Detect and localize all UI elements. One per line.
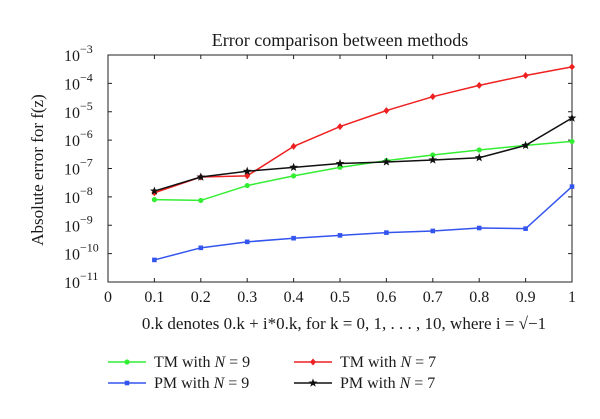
data-point — [428, 155, 438, 164]
data-point — [152, 257, 157, 263]
data-point — [523, 226, 528, 231]
y-tick-label: 10−10 — [64, 241, 99, 264]
data-point — [430, 228, 436, 234]
series-pm-with-n-9 — [152, 184, 575, 263]
data-point — [567, 113, 577, 122]
y-tick-label: 10−5 — [64, 99, 93, 122]
y-tick-label: 10−11 — [64, 269, 98, 292]
data-point — [291, 173, 297, 179]
series-line — [154, 66, 573, 194]
series-pm-with-n-7 — [150, 113, 577, 195]
x-tick-label: 0.8 — [469, 289, 489, 306]
data-point — [337, 123, 343, 131]
x-tick-label: 0 — [104, 289, 112, 306]
x-tick-label: 0.3 — [237, 289, 257, 306]
legend-label: PM with N = 7 — [340, 375, 435, 392]
data-point — [335, 158, 345, 168]
legend-item: TM with N = 9 — [108, 354, 250, 371]
legend-marker — [308, 378, 318, 387]
data-point — [430, 152, 436, 158]
data-point — [384, 230, 389, 235]
x-tick-label: 0.4 — [284, 289, 304, 306]
x-tick-label: 0.7 — [423, 289, 443, 306]
data-point — [150, 186, 159, 195]
legend-label: TM with N = 9 — [154, 354, 250, 371]
legend-marker — [124, 359, 130, 365]
legend-item: TM with N = 7 — [294, 354, 436, 371]
data-point — [383, 107, 390, 115]
x-axis-label: 0.k denotes 0.k + i*0.k, for k = 0, 1, .… — [142, 314, 546, 333]
legend-marker — [124, 380, 130, 386]
x-tick-labels: 0 0.1 0.2 0.3 0.4 0.5 0.6 0.7 0.8 0.9 1 — [104, 289, 576, 306]
legend-item: PM with N = 7 — [294, 375, 435, 392]
legend-item: PM with N = 9 — [108, 375, 249, 392]
data-point — [289, 162, 298, 172]
y-tick-labels: 10−11 10−10 10−9 10−8 10−7 10−6 10−5 10−4 10−3 — [64, 42, 99, 292]
data-point — [429, 93, 436, 101]
series-tm-with-n-7 — [151, 63, 575, 197]
x-tick-label: 0.2 — [191, 289, 211, 306]
data-point — [291, 235, 296, 241]
x-tick-label: 1 — [568, 289, 576, 306]
series-line — [154, 186, 573, 261]
legend-marker — [310, 358, 316, 366]
data-point — [522, 71, 529, 79]
x-tick-label: 0.9 — [516, 289, 536, 306]
data-point — [198, 197, 204, 204]
data-point — [290, 142, 297, 150]
tick-marks — [107, 54, 573, 283]
y-tick-label: 10−6 — [64, 127, 93, 150]
y-axis-label: Absolute error for f(z) — [28, 94, 47, 246]
data-point — [244, 239, 250, 245]
data-point — [196, 172, 206, 181]
y-tick-label: 10−8 — [64, 184, 93, 207]
y-tick-label: 10−3 — [64, 42, 93, 65]
data-point — [198, 245, 204, 251]
series-line — [154, 140, 573, 202]
legend-label: TM with N = 7 — [340, 354, 436, 371]
series-tm-with-n-9 — [151, 138, 575, 204]
y-tick-label: 10−9 — [64, 212, 93, 235]
data-point — [337, 233, 343, 238]
data-point — [474, 153, 484, 162]
series-lines — [150, 63, 577, 263]
x-tick-label: 0.1 — [144, 289, 164, 306]
data-point — [242, 166, 252, 175]
y-tick-label: 10−4 — [64, 70, 93, 93]
data-point — [244, 182, 250, 189]
data-point — [476, 147, 482, 153]
data-point — [382, 157, 391, 166]
y-tick-label: 10−7 — [64, 156, 93, 179]
x-tick-label: 0.5 — [330, 289, 350, 306]
data-point — [521, 140, 530, 150]
legend: TM with N = 9 TM with N = 7 PM with N = 9 P… — [108, 354, 436, 392]
data-point — [151, 197, 157, 203]
data-point — [569, 184, 575, 189]
data-point — [569, 138, 575, 145]
series-line — [154, 117, 573, 192]
data-point — [476, 225, 482, 231]
chart-title: Error comparison between methods — [212, 30, 468, 50]
data-point — [476, 81, 483, 89]
legend-label: PM with N = 9 — [154, 375, 249, 392]
data-point — [569, 63, 575, 71]
x-tick-label: 0.6 — [376, 289, 396, 306]
